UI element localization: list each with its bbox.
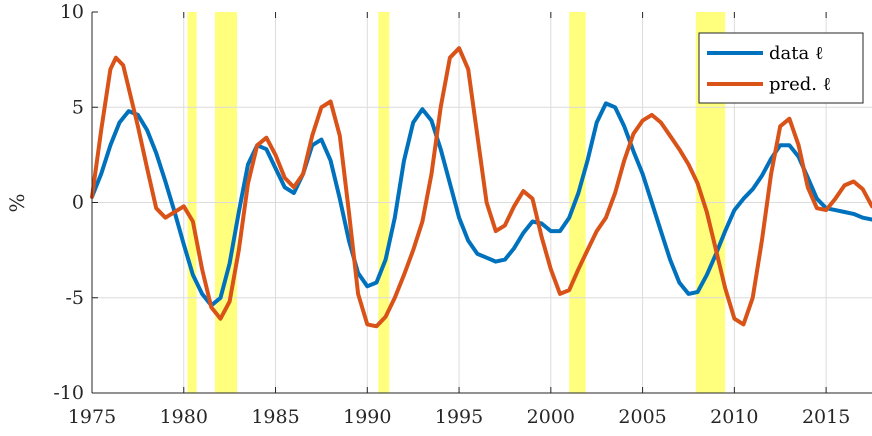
y-tick-label-2: 0 bbox=[72, 192, 84, 214]
y-tick-label-3: 5 bbox=[72, 96, 84, 118]
y-tick-label-1: -5 bbox=[65, 287, 84, 309]
y-axis-ticks: -10 -5 0 5 10 bbox=[53, 1, 98, 404]
y-axis-label: % bbox=[5, 193, 29, 212]
x-axis-ticks: 1975 1980 1985 1990 1995 2000 2005 2010 2015 bbox=[68, 12, 850, 428]
x-tick-label-0: 1975 bbox=[68, 406, 116, 428]
x-tick-label-1: 1980 bbox=[160, 406, 208, 428]
x-tick-label-6: 2005 bbox=[618, 406, 666, 428]
x-tick-label-3: 1990 bbox=[343, 406, 391, 428]
legend-box bbox=[698, 32, 864, 104]
legend-label-0: data ℓ bbox=[769, 43, 824, 64]
series-line-0 bbox=[90, 101, 872, 308]
x-tick-label-5: 2000 bbox=[527, 406, 575, 428]
y-tick-label-4: 10 bbox=[60, 1, 84, 23]
x-tick-label-7: 2010 bbox=[710, 406, 758, 428]
y-tick-label-0: -10 bbox=[53, 382, 84, 404]
legend: data ℓ pred. ℓ bbox=[698, 32, 864, 104]
x-tick-label-8: 2015 bbox=[802, 406, 850, 428]
x-tick-label-2: 1985 bbox=[251, 406, 299, 428]
legend-label-1: pred. ℓ bbox=[769, 74, 831, 95]
x-tick-label-4: 1995 bbox=[435, 406, 483, 428]
series-line-1 bbox=[90, 46, 872, 329]
series-lines bbox=[90, 46, 872, 329]
